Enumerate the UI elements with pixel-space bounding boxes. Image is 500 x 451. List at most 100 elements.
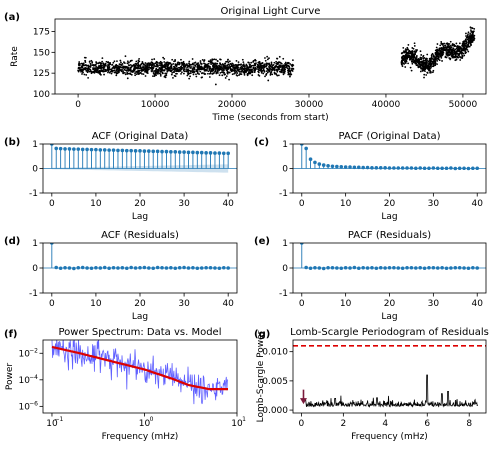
- panel-letter: (d): [4, 236, 20, 247]
- data-point: [212, 72, 215, 75]
- data-point: [118, 63, 121, 66]
- data-point: [429, 58, 432, 60]
- data-point: [437, 49, 440, 52]
- data-point: [83, 73, 86, 76]
- stem-marker: [457, 166, 462, 171]
- data-point: [416, 64, 419, 67]
- data-point: [158, 72, 161, 75]
- data-point: [467, 44, 470, 46]
- data-point: [155, 67, 158, 70]
- data-point: [283, 64, 286, 67]
- data-point: [189, 70, 192, 73]
- data-point: [444, 44, 447, 47]
- y-tick-label: 150: [33, 48, 50, 58]
- data-point: [101, 60, 104, 63]
- data-point: [100, 69, 103, 71]
- data-point: [276, 57, 278, 60]
- data-point: [233, 68, 236, 71]
- stem-marker: [191, 150, 195, 155]
- data-point: [253, 71, 256, 74]
- data-point: [232, 64, 235, 67]
- y-tick-label: 0.010: [262, 348, 288, 358]
- data-point: [260, 69, 262, 72]
- x-tick-exponent: −1: [55, 416, 64, 423]
- data-point: [91, 61, 94, 63]
- data-point: [198, 64, 201, 66]
- data-point: [98, 65, 101, 67]
- data-point: [264, 75, 266, 78]
- data-point: [446, 42, 449, 45]
- data-point: [239, 72, 241, 74]
- data-point: [452, 51, 455, 54]
- data-point: [210, 69, 213, 72]
- data-point: [114, 66, 117, 69]
- data-point: [290, 64, 293, 67]
- data-point: [115, 72, 118, 74]
- panel-title: Lomb-Scargle Periodogram of Residuals: [290, 327, 489, 338]
- data-point: [406, 48, 408, 51]
- data-point: [179, 68, 182, 70]
- data-point: [465, 40, 468, 42]
- data-point: [273, 66, 276, 69]
- data-point: [437, 55, 440, 58]
- data-point: [290, 73, 293, 76]
- periodogram-line: [305, 374, 478, 408]
- data-point: [461, 54, 464, 57]
- data-point: [160, 68, 162, 71]
- stem-marker: [120, 265, 125, 270]
- data-point: [426, 59, 428, 62]
- panel-letter: (f): [4, 329, 18, 340]
- data-point: [246, 73, 249, 76]
- data-point: [163, 61, 166, 63]
- stem-marker: [374, 165, 379, 170]
- stem-marker: [330, 164, 335, 169]
- data-point: [270, 61, 273, 64]
- data-point: [289, 63, 292, 65]
- y-tick-label: 1: [282, 140, 288, 150]
- data-point: [470, 39, 473, 42]
- stem-marker: [400, 266, 405, 271]
- data-point: [287, 71, 290, 74]
- stem-marker: [155, 149, 160, 154]
- stem-marker: [370, 165, 374, 170]
- data-point: [89, 65, 92, 68]
- stem-marker: [466, 266, 471, 271]
- data-point: [432, 56, 435, 58]
- data-point: [141, 73, 143, 75]
- data-point: [252, 67, 255, 70]
- data-point: [448, 48, 451, 50]
- data-point: [230, 65, 233, 68]
- stem-marker: [427, 166, 431, 171]
- data-point: [401, 65, 404, 68]
- data-point: [166, 70, 169, 73]
- data-point: [188, 77, 191, 80]
- y-tick-label: -1: [29, 289, 38, 299]
- stem-marker: [453, 166, 458, 171]
- data-point: [270, 63, 273, 66]
- data-point: [134, 67, 137, 69]
- data-point: [155, 61, 158, 64]
- stem-marker: [475, 166, 480, 171]
- data-point: [194, 65, 197, 67]
- data-point: [222, 63, 225, 66]
- stem-marker: [449, 166, 453, 170]
- y-tick-label: 1: [32, 140, 38, 150]
- data-point: [81, 65, 84, 68]
- y-tick-label: 1: [282, 239, 288, 249]
- stem-marker: [414, 166, 418, 171]
- x-tick-label: 8: [466, 419, 472, 429]
- stem-marker: [129, 265, 133, 270]
- data-point: [400, 62, 403, 65]
- data-point: [240, 63, 243, 66]
- data-point: [238, 74, 240, 76]
- data-point: [95, 61, 98, 63]
- x-tick-label: 20: [134, 299, 146, 309]
- y-axis-label: Lomb-Scargle Power: [256, 330, 266, 422]
- data-point: [441, 54, 443, 57]
- data-point: [422, 66, 425, 69]
- data-point: [428, 65, 431, 68]
- data-point: [135, 70, 138, 73]
- data-point: [451, 43, 454, 46]
- data-point: [410, 56, 413, 59]
- data-point: [224, 77, 227, 79]
